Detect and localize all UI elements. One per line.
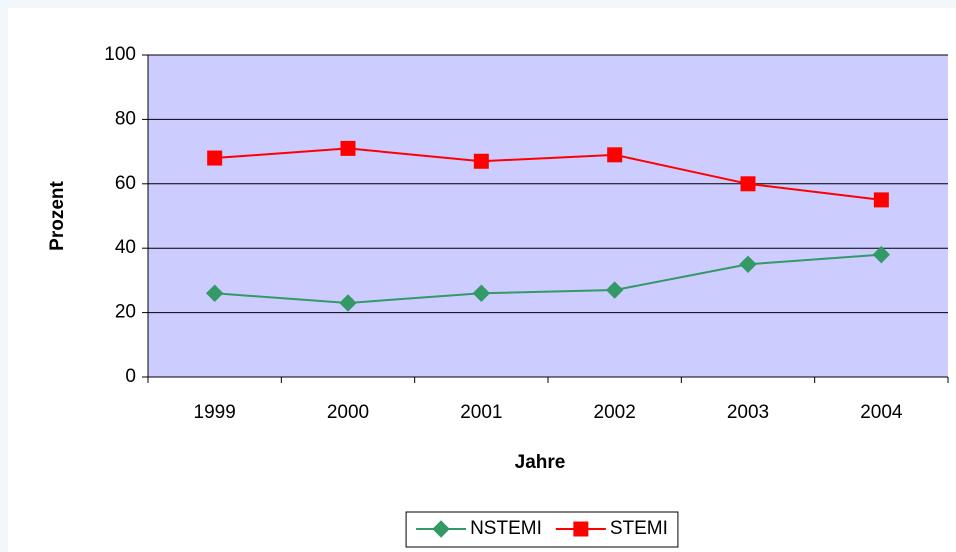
x-tick-label: 2003 (727, 402, 769, 423)
marker (605, 281, 624, 299)
marker (740, 176, 756, 192)
y-tick-label: 40 (115, 237, 136, 258)
x-tick-label: 2002 (594, 402, 636, 423)
y-tick-label: 60 (115, 173, 136, 194)
x-axis-title: Jahre (515, 452, 566, 473)
marker (872, 245, 891, 264)
marker (607, 147, 623, 163)
y-tick-label: 80 (115, 108, 136, 129)
marker (207, 150, 223, 166)
marker (573, 521, 589, 537)
x-tick-label: 2004 (860, 402, 903, 423)
y-tick-label: 100 (104, 44, 136, 65)
y-tick-label: 20 (115, 302, 136, 323)
marker (205, 284, 224, 302)
legend-label: STEMI (610, 518, 668, 539)
marker (340, 140, 356, 156)
x-tick-label: 2000 (327, 402, 369, 423)
series-line (214, 147, 882, 201)
marker (739, 255, 757, 274)
marker (473, 153, 489, 169)
legend: NSTEMI STEMI (405, 511, 679, 548)
legend-label: NSTEMI (470, 518, 542, 539)
x-tick-label: 2001 (460, 402, 502, 423)
marker (432, 520, 450, 538)
marker (472, 284, 491, 302)
series-line (214, 253, 882, 304)
plot-area (148, 55, 948, 377)
x-tick-label: 1999 (194, 402, 236, 423)
marker (873, 192, 889, 208)
y-tick-label: 0 (125, 366, 136, 387)
marker (339, 294, 357, 312)
y-axis-title: Prozent (47, 180, 68, 250)
